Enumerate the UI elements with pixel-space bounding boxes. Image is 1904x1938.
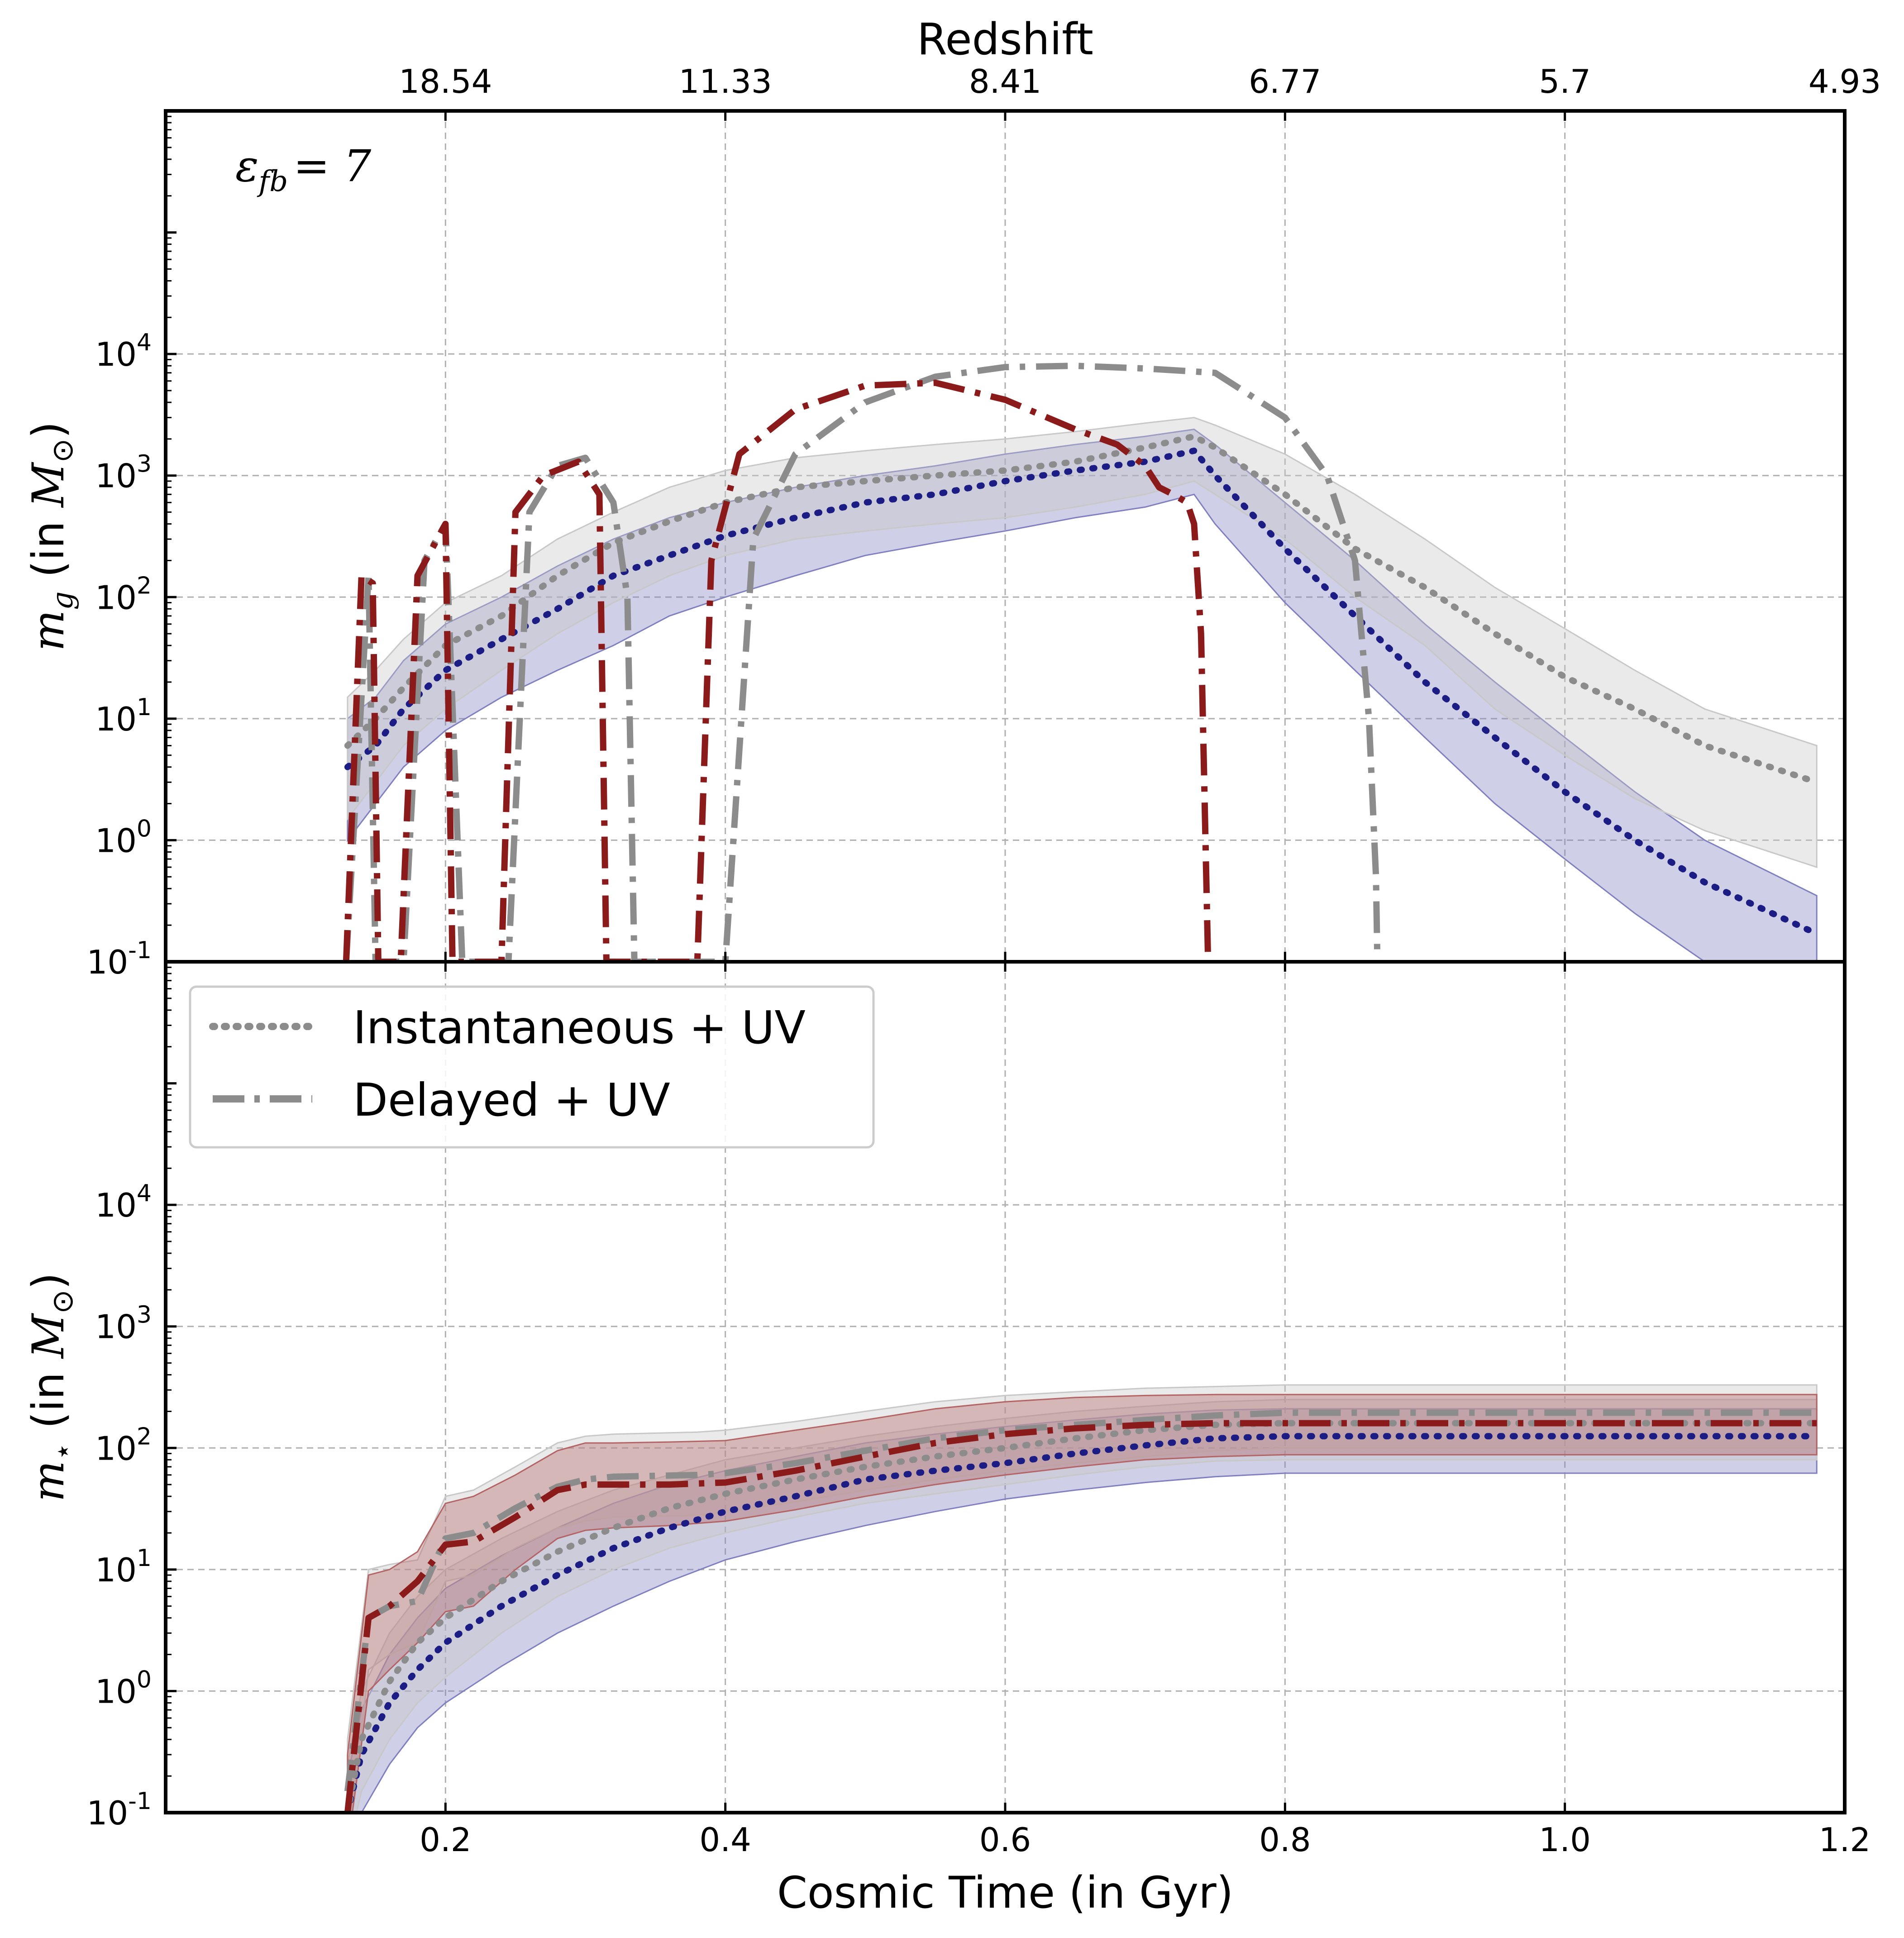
- x-tick-labels: 0.2 0.4 0.6 0.8 1.0 1.2: [420, 1821, 1871, 1859]
- y-tick-label: 101: [95, 694, 152, 738]
- y-axis-title-top: mg (in M⊙): [23, 421, 80, 651]
- x-tick-label: 0.2: [420, 1821, 472, 1859]
- series-blue-dotted: [344, 1433, 1820, 1813]
- y-tick-label: 104: [95, 329, 152, 373]
- lines-bottom-panel: [344, 1409, 1820, 1813]
- redshift-tick-label: 4.93: [1809, 62, 1881, 100]
- lines-top-panel: [343, 363, 1820, 962]
- y-tick-label: 103: [95, 1302, 152, 1346]
- y-tick-label: 102: [95, 572, 152, 616]
- band-blue-dotted: [347, 1408, 1818, 1813]
- y-tick-label: 100: [95, 1666, 152, 1710]
- y-tick-label: 102: [95, 1423, 152, 1467]
- series-blue-dotted: [344, 447, 1820, 937]
- series-red-dashdot: [343, 379, 1212, 962]
- redshift-tick-label: 8.41: [969, 62, 1041, 100]
- x-tick-label: 1.2: [1819, 1821, 1871, 1859]
- redshift-tick-label: 5.7: [1539, 62, 1591, 100]
- y-axis-title-bottom: m⋆ (in M⊙): [23, 1273, 80, 1502]
- legend: Instantaneous + UV Delayed + UV: [189, 985, 875, 1149]
- x-tick-label: 0.4: [699, 1821, 751, 1859]
- legend-box: [189, 985, 875, 1149]
- legend-label-delayed: Delayed + UV: [353, 1074, 670, 1127]
- y-tick-label: 101: [95, 1545, 152, 1589]
- x-axis-title: Cosmic Time (in Gyr): [777, 1867, 1233, 1918]
- x-tick-label: 0.6: [979, 1821, 1031, 1859]
- y-tick-label: 103: [95, 451, 152, 495]
- band-gray-dotted: [347, 417, 1818, 869]
- y-tick-label: 10-1: [87, 1788, 152, 1832]
- series-gray-dotted: [344, 1420, 1820, 1813]
- redshift-tick-labels: 18.54 11.33 8.41 6.77 5.7 4.93: [399, 62, 1881, 100]
- y-tick-labels: 10-1 100 101 102 103 104 10-1 100 101 102 103 104: [87, 329, 152, 1832]
- series-gray-dotted: [344, 433, 1820, 786]
- redshift-tick-label: 6.77: [1249, 62, 1321, 100]
- redshift-tick-label: 11.33: [679, 62, 772, 100]
- series-red-dashdot: [344, 1420, 1817, 1813]
- y-tick-label: 10-1: [87, 937, 152, 981]
- redshift-tick-label: 18.54: [399, 62, 492, 100]
- series-gray-dashdot: [344, 1409, 1817, 1792]
- grid-top-panel: [166, 111, 1845, 962]
- axis-ticks: [166, 111, 1846, 1814]
- x-tick-label: 1.0: [1539, 1821, 1591, 1859]
- band-gray-dotted: [347, 1399, 1818, 1813]
- y-tick-label: 100: [95, 815, 152, 859]
- bands-top-panel: [347, 417, 1818, 962]
- y-tick-label: 104: [95, 1180, 152, 1224]
- feedback-annotation: εfb = 7: [235, 141, 371, 198]
- redshift-axis-title: Redshift: [917, 14, 1093, 65]
- x-tick-label: 0.8: [1259, 1821, 1311, 1859]
- legend-label-instantaneous: Instantaneous + UV: [353, 1001, 806, 1054]
